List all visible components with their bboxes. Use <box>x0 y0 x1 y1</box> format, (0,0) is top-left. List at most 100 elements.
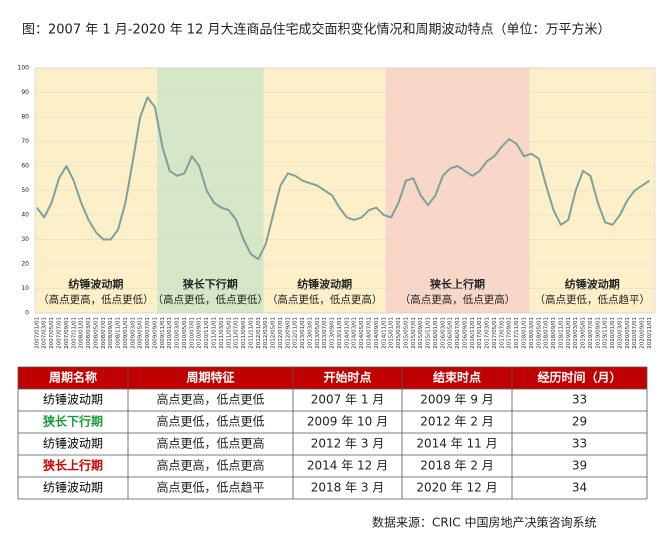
table-cell: 高点更低，低点趋平 <box>156 480 264 495</box>
x-tick-label: 2012/07/01 <box>278 317 284 349</box>
x-tick-label: 2009/05/01 <box>138 317 144 349</box>
x-tick-label: 2011/09/01 <box>241 317 247 349</box>
table-cell: 高点更低，低点更高 <box>156 436 264 451</box>
x-tick-label: 2015/01/01 <box>389 317 395 349</box>
x-tick-label: 2017/03/01 <box>485 317 491 349</box>
table-cell: 29 <box>572 415 587 429</box>
y-tick-label: 10 <box>21 285 29 292</box>
x-tick-label: 2009/01/01 <box>123 317 129 349</box>
x-tick-label: 2020/01/01 <box>610 317 616 349</box>
table-header: 经历时间（月） <box>537 370 621 385</box>
band-note: （高点更高，低点更低） <box>38 293 154 306</box>
y-tick-label: 80 <box>21 114 29 121</box>
chart-title: 图：2007 年 1 月-2020 年 12 月大连商品住宅成交面积变化情况和周… <box>22 22 610 38</box>
x-tick-label: 2007/03/01 <box>42 317 48 349</box>
x-tick-label: 2017/11/01 <box>514 317 520 349</box>
table-header: 开始时点 <box>323 370 371 385</box>
x-tick-label: 2011/05/01 <box>226 317 232 349</box>
x-tick-label: 2015/07/01 <box>411 317 417 349</box>
x-tick-label: 2018/11/01 <box>558 317 564 349</box>
y-tick-label: 70 <box>21 138 29 145</box>
x-tick-label: 2017/09/01 <box>507 317 513 349</box>
x-tick-label: 2019/09/01 <box>595 317 601 349</box>
x-tick-label: 2009/07/01 <box>145 317 151 349</box>
x-tick-label: 2012/05/01 <box>271 317 277 349</box>
x-tick-label: 2010/07/01 <box>189 317 195 349</box>
x-tick-label: 2009/03/01 <box>130 317 136 349</box>
table-cell: 2018 年 3 月 <box>311 481 385 495</box>
band-label: 纺锤波动期 <box>297 277 352 291</box>
y-tick-label: 20 <box>21 261 29 268</box>
x-tick-label: 2014/05/01 <box>359 317 365 349</box>
x-tick-label: 2019/03/01 <box>573 317 579 349</box>
x-tick-label: 2020/09/01 <box>640 317 646 349</box>
x-tick-label: 2015/03/01 <box>396 317 402 349</box>
x-tick-label: 2017/05/01 <box>492 317 498 349</box>
x-tick-label: 2009/09/01 <box>152 317 158 349</box>
x-tick-label: 2015/09/01 <box>418 317 424 349</box>
band-note: （高点更低，低点更低） <box>153 293 269 306</box>
x-tick-label: 2018/07/01 <box>544 317 550 349</box>
x-tick-label: 2018/05/01 <box>536 317 542 349</box>
x-tick-label: 2010/11/01 <box>204 317 210 349</box>
x-tick-label: 2008/09/01 <box>108 317 114 349</box>
x-tick-label: 2013/07/01 <box>322 317 328 349</box>
x-tick-label: 2018/03/01 <box>529 317 535 349</box>
x-tick-label: 2020/03/01 <box>617 317 623 349</box>
x-tick-label: 2014/03/01 <box>352 317 358 349</box>
x-tick-label: 2010/03/01 <box>175 317 181 349</box>
x-tick-label: 2008/01/01 <box>79 317 85 349</box>
table-cell: 2009 年 9 月 <box>420 393 494 407</box>
table-header: 结束时点 <box>433 370 481 385</box>
x-tick-label: 2010/01/01 <box>167 317 173 349</box>
x-tick-label: 2013/01/01 <box>300 317 306 349</box>
table-cell: 2007 年 1 月 <box>311 393 385 407</box>
x-tick-label: 2007/11/01 <box>71 317 77 349</box>
x-tick-label: 2019/07/01 <box>588 317 594 349</box>
x-tick-label: 2010/09/01 <box>197 317 203 349</box>
table-cell: 2018 年 2 月 <box>420 459 494 473</box>
x-tick-label: 2013/09/01 <box>330 317 336 349</box>
y-tick-label: 90 <box>21 89 29 96</box>
x-tick-label: 2014/09/01 <box>374 317 380 349</box>
x-tick-label: 2019/11/01 <box>603 317 609 349</box>
table-cell: 高点更高，低点更高 <box>156 458 264 473</box>
x-tick-label: 2018/09/01 <box>551 317 557 349</box>
x-tick-label: 2016/09/01 <box>462 317 468 349</box>
band-label: 狭长下行期 <box>182 277 238 291</box>
x-tick-label: 2020/05/01 <box>625 317 631 349</box>
x-tick-label: 2016/07/01 <box>455 317 461 349</box>
x-tick-label: 2009/11/01 <box>160 317 166 349</box>
table-cell: 2014 年 11 月 <box>416 437 497 451</box>
x-tick-label: 2007/07/01 <box>56 317 62 349</box>
x-tick-label: 2016/11/01 <box>470 317 476 349</box>
table-cell: 39 <box>572 459 587 473</box>
x-tick-label: 2011/01/01 <box>211 317 217 349</box>
data-line <box>36 96 651 261</box>
x-tick-label: 2007/05/01 <box>49 317 55 349</box>
x-tick-label: 2011/11/01 <box>248 317 254 349</box>
x-tick-label: 2010/05/01 <box>182 317 188 349</box>
table-cell: 高点更低，低点更低 <box>156 414 264 429</box>
band-label: 狭长上行期 <box>429 277 485 291</box>
x-tick-label: 2015/05/01 <box>403 317 409 349</box>
table-cell: 34 <box>572 481 587 495</box>
y-tick-label: 40 <box>21 212 29 219</box>
table-cell: 高点更高，低点更低 <box>156 392 264 407</box>
table-cell: 狭长上行期 <box>42 458 103 473</box>
source: 数据来源：CRIC 中国房地产决策咨询系统 <box>372 515 596 530</box>
table-cell: 2014 年 12 月 <box>307 459 388 473</box>
x-tick-label: 2016/01/01 <box>433 317 439 349</box>
x-tick-label: 2018/01/01 <box>521 317 527 349</box>
x-tick-label: 2008/03/01 <box>86 317 92 349</box>
table-cell: 2012 年 3 月 <box>311 437 385 451</box>
y-tick-label: 60 <box>21 163 29 170</box>
x-tick-label: 2007/09/01 <box>64 317 70 349</box>
x-tick-label: 2019/01/01 <box>566 317 572 349</box>
table-header: 周期特征 <box>186 370 234 385</box>
x-tick-label: 2007/01/01 <box>34 317 40 349</box>
band-note: （高点更高，低点更高） <box>400 293 516 306</box>
table-cell: 2012 年 2 月 <box>420 415 494 429</box>
band-note: （高点更低，低点趋平） <box>535 293 651 306</box>
x-tick-label: 2008/11/01 <box>116 317 122 349</box>
